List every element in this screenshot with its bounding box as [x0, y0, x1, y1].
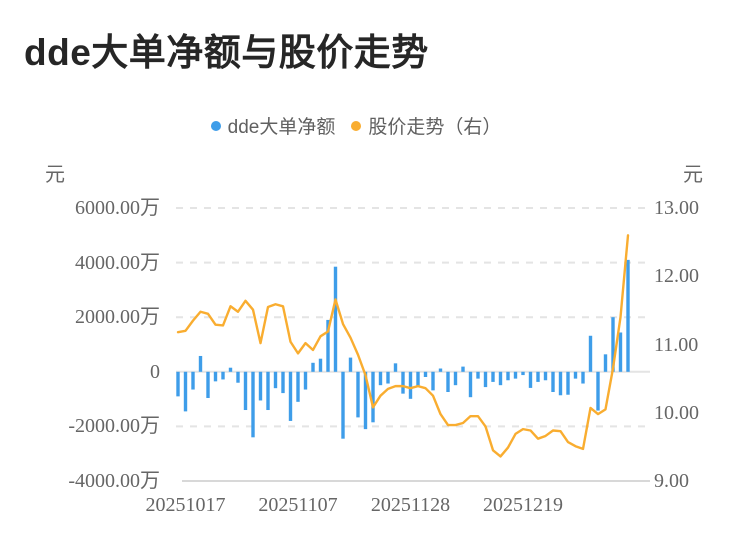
bar: [551, 371, 555, 393]
left-axis-unit: 元: [45, 164, 65, 186]
bar: [566, 371, 570, 395]
bar: [423, 371, 428, 377]
bar: [356, 371, 360, 418]
legend-item-dde-net[interactable]: dde大单净额: [210, 112, 336, 139]
bar: [393, 363, 398, 372]
bar: [176, 371, 180, 397]
bar: [476, 371, 480, 379]
bar: [258, 371, 263, 401]
left-axis-tick: 4000.00万: [75, 251, 160, 274]
bar: [431, 371, 435, 391]
bar: [603, 354, 608, 372]
bar: [371, 371, 375, 423]
left-axis-tick: 6000.00万: [75, 197, 160, 219]
bar: [228, 367, 233, 372]
bar: [296, 371, 300, 402]
legend-label-bar: dde大单净额: [227, 117, 336, 138]
bar: [483, 371, 488, 388]
bar: [498, 371, 503, 386]
bar: [273, 371, 278, 389]
bar: [378, 371, 383, 386]
legend-label-line: 股价走势（右）: [368, 117, 502, 138]
legend-item-price-trend[interactable]: 股价走势（右）: [351, 112, 501, 139]
bar: [596, 371, 600, 411]
bar: [528, 371, 533, 388]
bar: [341, 371, 345, 439]
bar: [536, 371, 540, 382]
right-axis-tick: 13.00: [654, 197, 699, 219]
bar: [333, 266, 338, 372]
bar: [221, 371, 225, 380]
legend-dot-line-icon: [351, 120, 362, 131]
chart-title: dde大单净额与股价走势: [24, 32, 429, 73]
bar: [461, 366, 465, 372]
price-line: [176, 234, 630, 458]
bar: [416, 371, 420, 388]
bar: [438, 368, 443, 372]
right-axis-tick: 12.00: [654, 265, 699, 288]
bar: [363, 371, 368, 430]
right-axis-unit: 元: [683, 164, 703, 186]
bar: [543, 371, 548, 381]
bar: [521, 371, 525, 376]
bar: [626, 259, 630, 372]
bar: [318, 358, 323, 372]
bar: [468, 371, 473, 398]
legend: dde大单净额 股价走势（右）: [0, 112, 750, 139]
right-axis-tick: 9.00: [654, 470, 689, 492]
left-axis-tick: -2000.00万: [68, 415, 160, 438]
plot-area: [176, 207, 650, 482]
bar: [191, 371, 195, 390]
bar: [303, 371, 308, 390]
bar: [506, 371, 510, 381]
left-axis-tick: -4000.00万: [68, 470, 160, 492]
bar: [206, 371, 210, 399]
bar: [243, 371, 248, 411]
bar: [386, 371, 390, 384]
bar: [588, 335, 593, 372]
right-axis-tick: 11.00: [654, 333, 699, 356]
bar: [558, 371, 563, 396]
bar: [213, 371, 218, 382]
bar: [453, 371, 458, 386]
bar: [491, 371, 495, 382]
bar: [288, 371, 293, 421]
right-axis-labels: 13.00 12.00 11.00 10.00 9.00: [654, 0, 750, 558]
bar: [573, 371, 578, 379]
bar: [513, 371, 518, 379]
bar: [266, 371, 270, 411]
bar: [446, 371, 450, 393]
bar: [408, 371, 413, 399]
left-axis-tick: 0: [150, 360, 160, 383]
bar: [611, 317, 615, 372]
bar: [251, 371, 255, 438]
bar: [311, 362, 315, 372]
left-axis-tick: 2000.00万: [75, 306, 160, 329]
legend-dot-bar-icon: [210, 120, 221, 131]
bar: [198, 355, 203, 372]
bar: [281, 371, 285, 394]
bar: [326, 319, 330, 372]
bar: [581, 371, 585, 384]
bar: [618, 332, 623, 372]
right-axis-tick: 10.00: [654, 401, 699, 424]
bar: [401, 371, 405, 394]
left-axis-labels: 6000.00万 4000.00万 2000.00万 0 -2000.00万 -4000.…: [0, 0, 160, 558]
bar: [348, 357, 353, 372]
bar: [183, 371, 188, 412]
bar: [236, 371, 240, 383]
